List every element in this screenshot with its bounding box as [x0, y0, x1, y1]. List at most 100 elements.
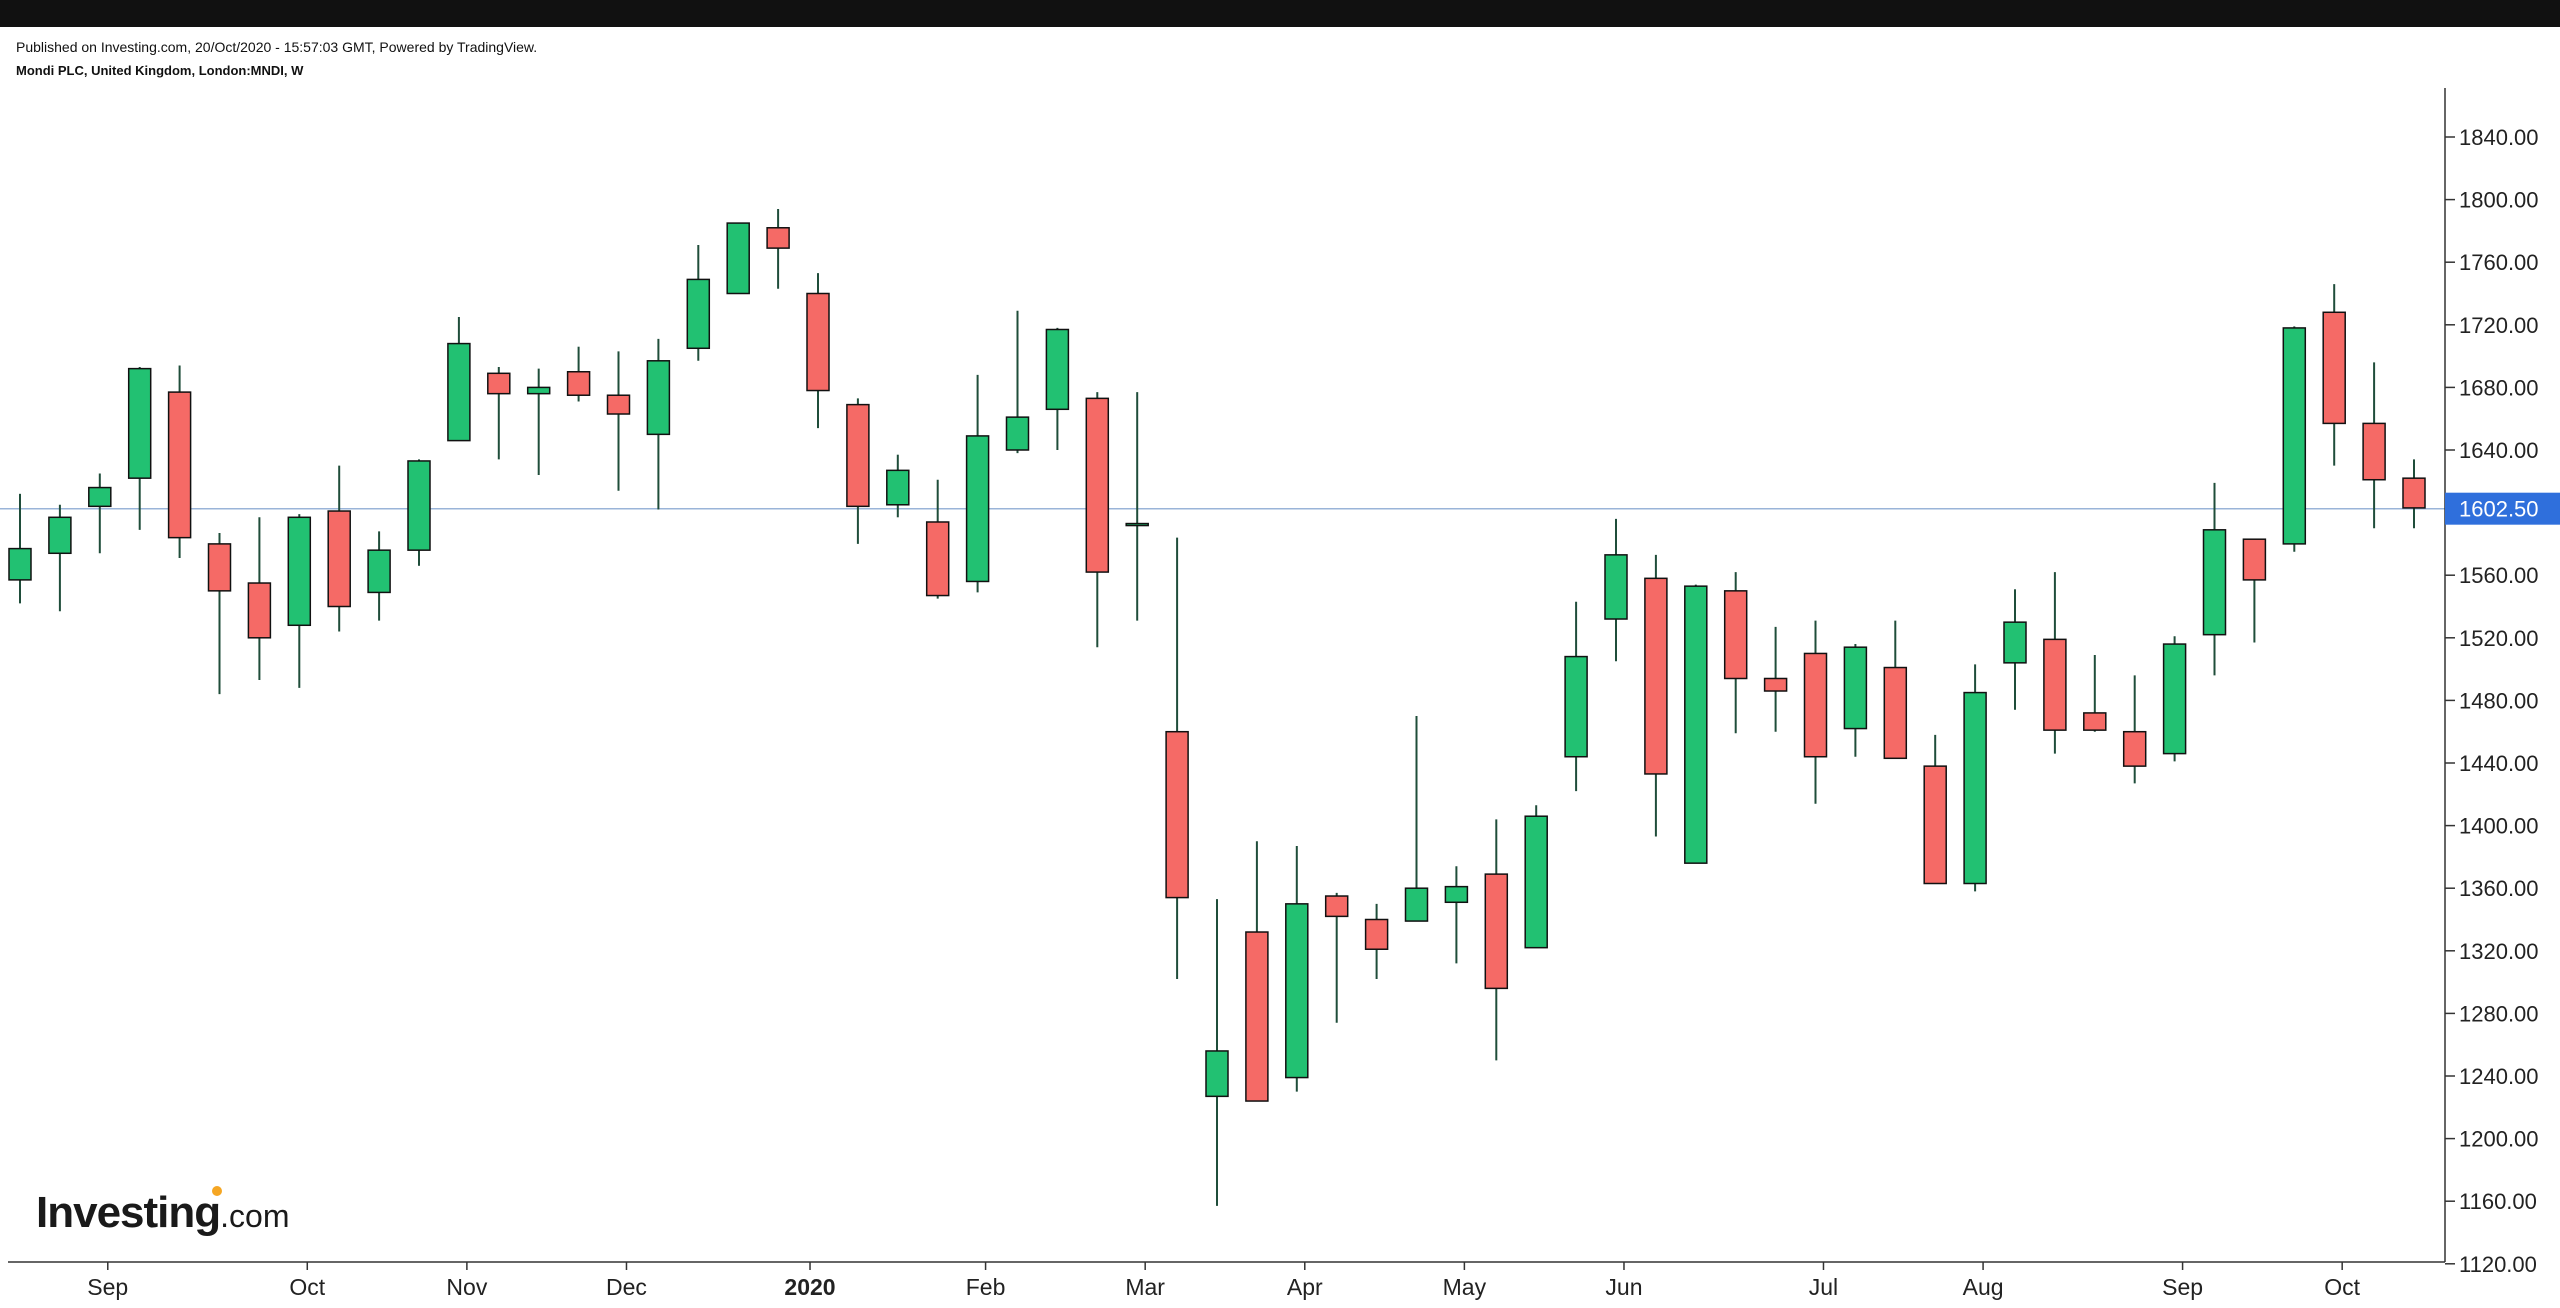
candle	[1165, 537, 1189, 979]
candle	[48, 504, 72, 612]
candle-body-up	[965, 435, 990, 583]
candle	[2322, 284, 2346, 466]
candle-body-down	[606, 394, 631, 415]
last-price-label: 1602.50	[2459, 497, 2539, 522]
candles-layer	[8, 208, 2426, 1206]
candle	[167, 365, 192, 558]
candle-body-down	[207, 543, 232, 592]
candle-body-down	[167, 391, 192, 539]
y-tick-label: 1200.00	[2459, 1127, 2539, 1152]
symbol-title: Mondi PLC, United Kingdom, London:MNDI, …	[16, 63, 304, 78]
published-caption: Published on Investing.com, 20/Oct/2020 …	[16, 39, 538, 55]
candle	[526, 368, 551, 476]
candle	[1285, 845, 1309, 1092]
candle	[2282, 326, 2307, 552]
candle-body-down	[487, 372, 511, 395]
candle	[1125, 392, 1149, 621]
candle	[1085, 392, 1110, 648]
candle	[1444, 866, 1469, 964]
y-tick-label: 1160.00	[2459, 1189, 2537, 1214]
candle	[1404, 716, 1429, 922]
logo-accent-dot	[212, 1186, 222, 1196]
y-tick-label: 1760.00	[2459, 250, 2539, 275]
x-tick-label: Nov	[446, 1274, 487, 1300]
candle	[447, 316, 471, 442]
candle	[407, 459, 431, 566]
x-tick-label: Aug	[1963, 1274, 2004, 1300]
candle-body-up	[447, 342, 471, 442]
y-tick-label: 1680.00	[2459, 375, 2539, 400]
candle-body-up	[88, 486, 112, 508]
y-tick-label: 1400.00	[2459, 814, 2539, 839]
x-tick-label: Dec	[606, 1274, 647, 1300]
y-tick-label: 1120.00	[2459, 1252, 2537, 1277]
candle	[1045, 327, 1070, 450]
candle	[2043, 572, 2067, 754]
candle	[1005, 310, 1030, 454]
candle	[1843, 644, 1868, 757]
candle	[2083, 655, 2107, 732]
candle-body-up	[407, 460, 431, 551]
candle-body-down	[1364, 918, 1389, 950]
candle	[566, 346, 591, 402]
candle	[1803, 620, 1828, 804]
y-tick-label: 1320.00	[2459, 939, 2539, 964]
candle	[1245, 841, 1269, 1102]
candle	[287, 514, 312, 688]
candle-body-up	[367, 549, 391, 594]
y-tick-label: 1240.00	[2459, 1064, 2539, 1089]
candle-body-up	[726, 222, 750, 295]
candle-body-down	[2043, 638, 2067, 731]
candle-body-up	[646, 360, 671, 436]
candle	[2122, 675, 2147, 784]
candle-body-up	[1125, 522, 1149, 527]
last-price-badge	[2445, 492, 2560, 525]
candle	[1604, 518, 1628, 662]
candle-body-down	[1644, 577, 1668, 775]
candle-body-up	[1524, 815, 1548, 949]
candle-body-down	[1484, 873, 1509, 990]
candle-body-up	[1963, 691, 1987, 885]
y-tick-label: 1480.00	[2459, 688, 2539, 713]
candle-body-down	[1883, 666, 1908, 760]
axis-layer: 1120.00 1160.00 1200.00 1240.00 1280.00 1320.…	[8, 88, 2560, 1300]
candle	[1923, 734, 1947, 885]
candle	[1484, 819, 1509, 1061]
candle-body-down	[566, 371, 591, 396]
y-tick-label: 1640.00	[2459, 438, 2539, 463]
candle-body-down	[1165, 730, 1189, 899]
y-tick-label: 1440.00	[2459, 751, 2539, 776]
candle-body-down	[247, 582, 272, 639]
y-tick-label: 1360.00	[2459, 876, 2539, 901]
candle-body-up	[526, 386, 551, 395]
candle-body-up	[8, 547, 32, 581]
candle	[846, 398, 870, 544]
candle	[1564, 601, 1588, 792]
logo-brand: Investing	[36, 1188, 221, 1237]
candle-body-up	[2162, 643, 2187, 755]
x-tick-label: Jul	[1809, 1274, 1838, 1300]
candle-body-up	[1444, 885, 1469, 904]
candle	[766, 208, 790, 289]
candle-body-down	[2083, 712, 2107, 731]
candle-body-down	[1803, 652, 1828, 758]
candle-body-up	[886, 469, 910, 506]
candle-body-up	[1564, 655, 1588, 758]
candle	[8, 493, 32, 604]
candle	[2162, 636, 2187, 762]
candle	[127, 367, 152, 530]
candle-body-down	[925, 521, 950, 597]
candle	[2202, 482, 2227, 676]
investing-logo[interactable]: Investing.com	[36, 1186, 290, 1238]
candle-body-down	[2362, 422, 2386, 481]
candle	[606, 351, 631, 491]
candle	[1324, 892, 1349, 1023]
x-tick-label: Oct	[289, 1274, 325, 1300]
y-tick-label: 1280.00	[2459, 1001, 2539, 1026]
candle-body-up	[1684, 585, 1708, 864]
candle	[2362, 362, 2386, 529]
top-bar	[0, 0, 2560, 27]
candle-body-up	[1843, 646, 1868, 730]
candle	[1684, 584, 1708, 864]
candle	[1205, 899, 1229, 1206]
